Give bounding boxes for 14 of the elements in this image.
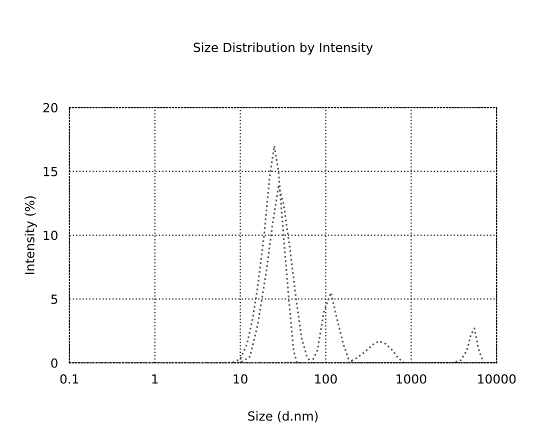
x-axis-title: Size (d.nm)	[248, 411, 318, 422]
x-tick-label: 10000	[478, 374, 516, 384]
y-tick-label: 20	[43, 102, 58, 112]
y-tick-label: 5	[51, 294, 58, 304]
x-tick-label: 100	[315, 374, 337, 384]
chart-title: Size Distribution by Intensity	[194, 42, 373, 55]
x-tick-label: 1	[152, 374, 158, 384]
y-tick-label: 0	[51, 358, 58, 368]
y-axis-title: Intensity (%)	[24, 196, 37, 274]
x-tick-label: 10	[234, 374, 248, 384]
x-tick-label: 1000	[396, 374, 426, 384]
y-tick-label: 15	[44, 166, 58, 176]
y-tick-label: 10	[44, 230, 58, 240]
x-tick-label: 0.1	[60, 374, 78, 384]
